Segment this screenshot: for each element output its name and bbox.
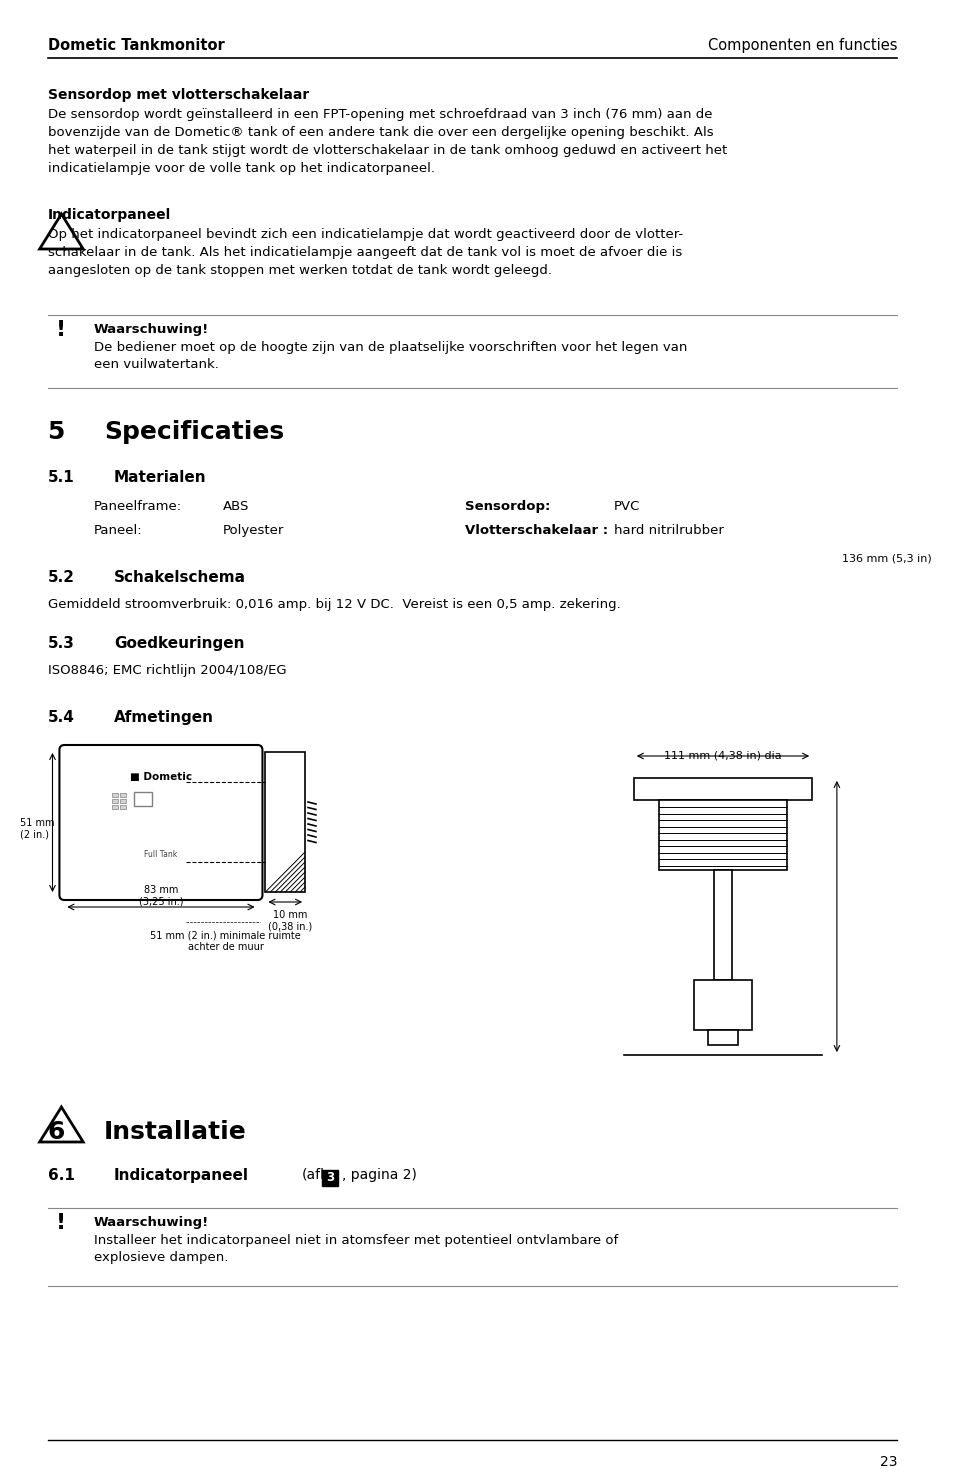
Text: Dometic Tankmonitor: Dometic Tankmonitor (48, 38, 224, 53)
Text: Vlotterschakelaar :: Vlotterschakelaar : (465, 524, 608, 537)
Text: Indicatorpaneel: Indicatorpaneel (48, 208, 171, 223)
Text: 5.2: 5.2 (48, 569, 74, 586)
Bar (694, 979, 751, 1030)
Bar (112, 794, 118, 797)
Text: 5.1: 5.1 (48, 471, 74, 485)
Text: Indicatorpaneel: Indicatorpaneel (113, 1168, 249, 1183)
Bar (133, 792, 152, 805)
Bar (633, 777, 811, 799)
Text: hard nitrilrubber: hard nitrilrubber (614, 524, 723, 537)
Text: Waarschuwing!: Waarschuwing! (94, 1215, 209, 1229)
Text: Gemiddeld stroomverbruik: 0,016 amp. bij 12 V DC.  Vereist is een 0,5 amp. zeker: Gemiddeld stroomverbruik: 0,016 amp. bij… (48, 597, 619, 611)
Text: ISO8846; EMC richtlijn 2004/108/EG: ISO8846; EMC richtlijn 2004/108/EG (48, 664, 286, 677)
Text: !: ! (56, 320, 67, 341)
Bar (265, 752, 305, 892)
Bar (714, 870, 731, 979)
Text: Polyester: Polyester (223, 524, 284, 537)
Text: !: ! (56, 1212, 67, 1233)
Text: Sensordop:: Sensordop: (465, 500, 550, 513)
Text: ■ Dometic: ■ Dometic (130, 771, 192, 782)
Text: 10 mm
(0,38 in.): 10 mm (0,38 in.) (268, 910, 312, 932)
Text: Specificaties: Specificaties (104, 420, 284, 444)
Text: 5.3: 5.3 (48, 636, 74, 650)
Text: 51 mm (2 in.) minimale ruimte
achter de muur: 51 mm (2 in.) minimale ruimte achter de … (151, 931, 301, 951)
Text: Afmetingen: Afmetingen (113, 709, 213, 726)
Text: Componenten en functies: Componenten en functies (707, 38, 897, 53)
Text: PVC: PVC (614, 500, 639, 513)
Text: 111 mm (4,38 in) dia: 111 mm (4,38 in) dia (663, 751, 781, 761)
Text: (afb.: (afb. (302, 1168, 335, 1181)
Bar (120, 799, 126, 802)
Bar (707, 1030, 737, 1044)
Text: 6.1: 6.1 (48, 1168, 74, 1183)
Text: 83 mm
(3,25 in.): 83 mm (3,25 in.) (138, 885, 183, 907)
Text: Schakelschema: Schakelschema (113, 569, 246, 586)
Text: 23: 23 (879, 1454, 897, 1469)
Text: ABS: ABS (223, 500, 249, 513)
FancyBboxPatch shape (59, 745, 262, 900)
Text: De sensordop wordt geïnstalleerd in een FPT-opening met schroefdraad van 3 inch : De sensordop wordt geïnstalleerd in een … (48, 108, 726, 176)
Text: Waarschuwing!: Waarschuwing! (94, 323, 209, 336)
Text: 5.4: 5.4 (48, 709, 74, 726)
Bar (112, 799, 118, 802)
Text: Paneel:: Paneel: (94, 524, 143, 537)
Text: , pagina 2): , pagina 2) (341, 1168, 416, 1181)
Bar (321, 1170, 337, 1186)
Bar (658, 799, 786, 870)
Bar (120, 805, 126, 808)
Polygon shape (40, 214, 83, 249)
Text: Op het indicatorpaneel bevindt zich een indicatielampje dat wordt geactiveerd do: Op het indicatorpaneel bevindt zich een … (48, 229, 682, 277)
Text: Sensordop met vlotterschakelaar: Sensordop met vlotterschakelaar (48, 88, 309, 102)
Text: Materialen: Materialen (113, 471, 206, 485)
Text: 5: 5 (48, 420, 65, 444)
Text: Installeer het indicatorpaneel niet in atomsfeer met potentieel ontvlambare of
e: Installeer het indicatorpaneel niet in a… (94, 1235, 618, 1264)
Text: 136 mm (5,3 in): 136 mm (5,3 in) (841, 553, 931, 563)
Text: De bediener moet op de hoogte zijn van de plaatselijke voorschriften voor het le: De bediener moet op de hoogte zijn van d… (94, 341, 687, 372)
Text: 51 mm
(2 in.): 51 mm (2 in.) (20, 817, 54, 839)
Polygon shape (40, 1108, 83, 1142)
Bar (112, 805, 118, 808)
Text: Goedkeuringen: Goedkeuringen (113, 636, 244, 650)
Text: Paneelframe:: Paneelframe: (94, 500, 182, 513)
Text: 6: 6 (48, 1120, 65, 1145)
Text: Full Tank: Full Tank (144, 850, 177, 858)
Text: 3: 3 (325, 1171, 334, 1184)
Bar (120, 794, 126, 797)
Text: Installatie: Installatie (104, 1120, 247, 1145)
